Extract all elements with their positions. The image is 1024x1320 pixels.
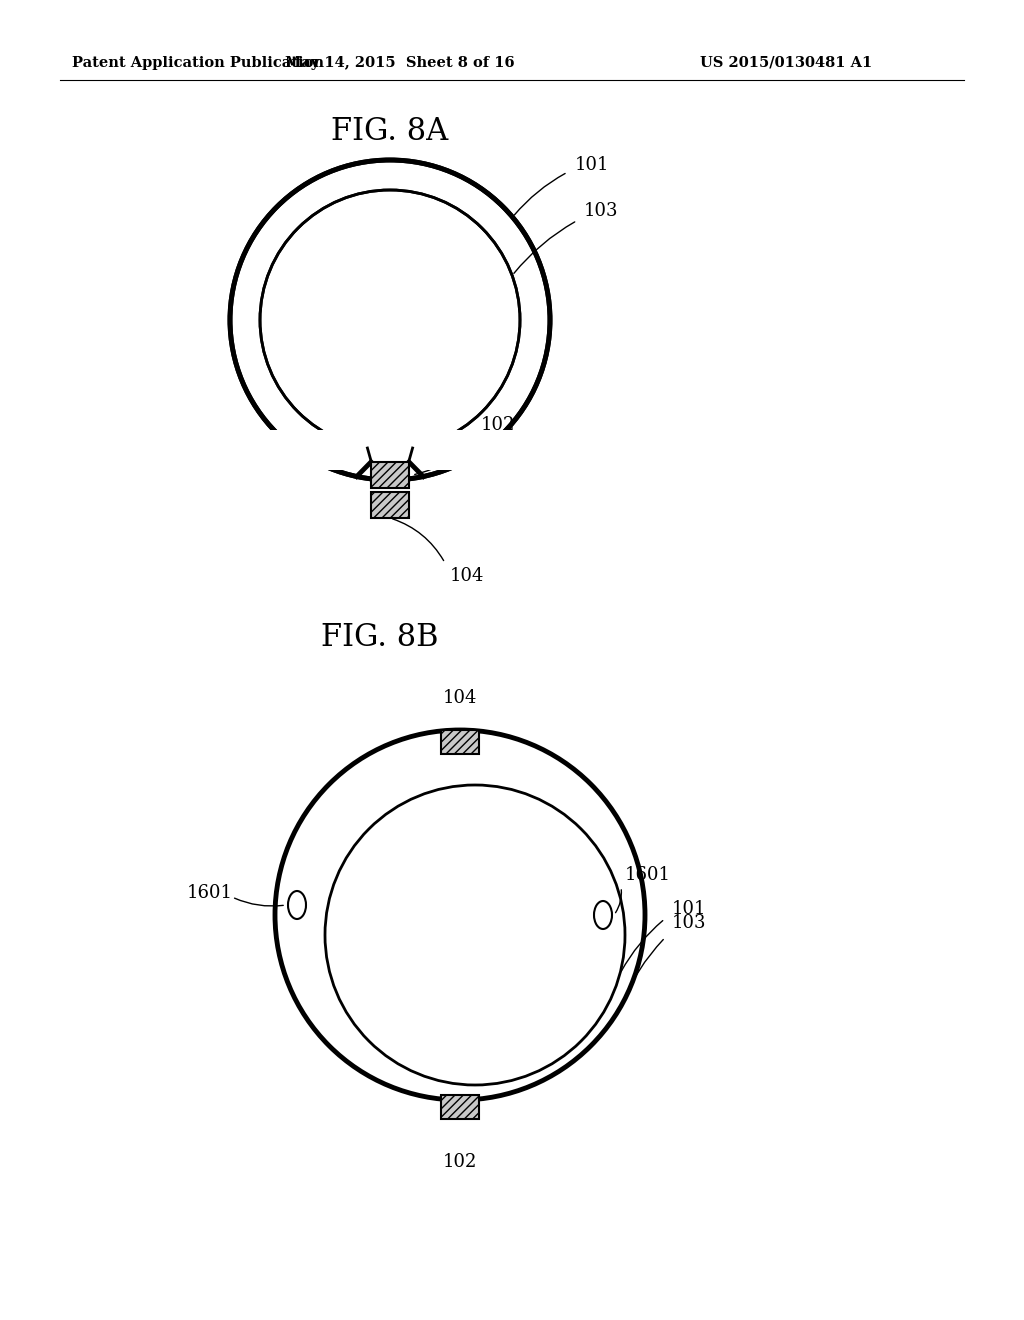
Text: 102: 102 bbox=[442, 1152, 477, 1171]
Text: FIG. 8B: FIG. 8B bbox=[322, 622, 438, 652]
Text: 104: 104 bbox=[442, 689, 477, 708]
Text: 103: 103 bbox=[672, 913, 707, 932]
Text: US 2015/0130481 A1: US 2015/0130481 A1 bbox=[700, 55, 872, 70]
Text: 102: 102 bbox=[481, 416, 515, 434]
Text: Patent Application Publication: Patent Application Publication bbox=[72, 55, 324, 70]
Text: 101: 101 bbox=[574, 156, 609, 174]
Text: 104: 104 bbox=[450, 568, 484, 585]
Text: FIG. 8A: FIG. 8A bbox=[332, 116, 449, 148]
Circle shape bbox=[245, 176, 535, 465]
Text: May 14, 2015  Sheet 8 of 16: May 14, 2015 Sheet 8 of 16 bbox=[286, 55, 515, 70]
Bar bbox=[441, 730, 479, 754]
Bar bbox=[371, 462, 409, 488]
Bar bbox=[255, 430, 525, 470]
Bar bbox=[441, 1096, 479, 1119]
Text: 1601: 1601 bbox=[187, 884, 233, 902]
Text: 101: 101 bbox=[672, 900, 707, 917]
Text: 103: 103 bbox=[584, 202, 618, 219]
Text: 1601: 1601 bbox=[625, 866, 671, 884]
Bar bbox=[371, 492, 409, 517]
